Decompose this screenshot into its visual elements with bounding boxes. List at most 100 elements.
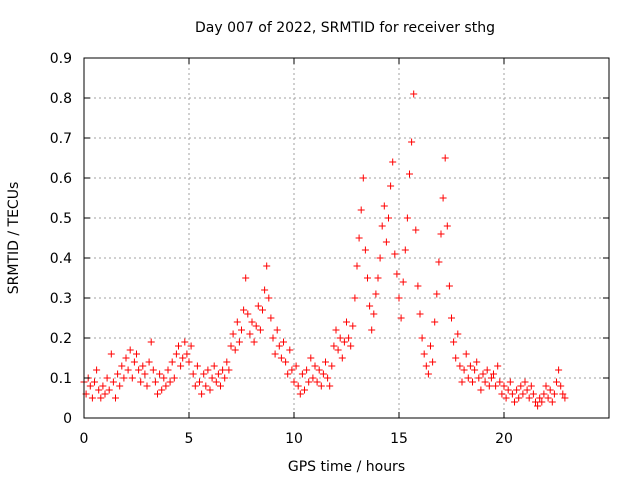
data-point [332, 326, 340, 334]
plot-frame [83, 57, 610, 419]
data-point [166, 378, 174, 386]
data-point [88, 394, 96, 402]
data-point [372, 290, 380, 298]
data-point [252, 322, 260, 330]
data-point [109, 378, 117, 386]
y-tick-label: 0.7 [50, 131, 72, 147]
data-point [397, 314, 405, 322]
data-point [420, 350, 428, 358]
y-tick-label: 0.3 [50, 291, 72, 307]
data-point [550, 390, 558, 398]
data-point [311, 362, 319, 370]
data-point [422, 362, 430, 370]
data-point [103, 374, 111, 382]
data-point [296, 390, 304, 398]
data-point [343, 318, 350, 326]
data-point [548, 398, 556, 406]
data-point [120, 374, 128, 382]
data-point [212, 378, 220, 386]
data-point [187, 342, 195, 350]
data-point [496, 378, 504, 386]
data-point [534, 402, 542, 410]
data-point [273, 326, 281, 334]
data-point [393, 270, 401, 278]
data-point [223, 358, 231, 366]
data-point [116, 382, 124, 390]
data-point [456, 362, 464, 370]
y-tick-label: 0.6 [50, 171, 72, 187]
data-point [441, 154, 449, 162]
data-point [286, 346, 294, 354]
data-point [479, 370, 487, 378]
data-point [175, 342, 182, 350]
data-point [267, 314, 275, 322]
data-point [376, 254, 384, 262]
data-point [498, 390, 506, 398]
data-point [214, 370, 222, 378]
data-point [183, 350, 191, 358]
data-point [196, 378, 203, 386]
data-point [517, 382, 525, 390]
data-point [149, 366, 157, 374]
data-point [336, 334, 344, 342]
data-point [227, 342, 235, 350]
data-point [170, 374, 178, 382]
data-point [256, 326, 264, 334]
data-point [233, 318, 241, 326]
data-point [355, 234, 363, 242]
data-point [137, 378, 145, 386]
data-point [561, 394, 569, 402]
data-point [324, 374, 332, 382]
data-point [248, 318, 256, 326]
data-point [418, 334, 426, 342]
y-tick-label: 0.9 [50, 51, 72, 67]
data-point [391, 250, 399, 258]
data-point [414, 282, 422, 290]
data-point [164, 366, 172, 374]
data-point [309, 374, 317, 382]
data-point [303, 366, 311, 374]
data-point [521, 378, 529, 386]
data-point [143, 382, 151, 390]
data-point [126, 346, 134, 354]
data-point [242, 274, 250, 282]
data-point [454, 330, 462, 338]
data-point [502, 394, 510, 402]
data-point [210, 362, 218, 370]
data-point [458, 378, 466, 386]
data-point [368, 326, 376, 334]
data-point [424, 370, 432, 378]
data-point [231, 346, 239, 354]
data-point [408, 138, 416, 146]
x-axis-label: GPS time / hours [288, 459, 405, 475]
y-tick-label: 0.1 [50, 371, 72, 387]
data-point [345, 334, 353, 342]
data-point [487, 374, 495, 382]
data-point [93, 366, 101, 374]
data-point [130, 358, 138, 366]
data-point [221, 374, 229, 382]
x-tick-label: 0 [80, 431, 89, 447]
data-point [294, 382, 302, 390]
data-point [555, 366, 563, 374]
data-point [340, 338, 348, 346]
data-point [282, 358, 290, 366]
data-point [523, 386, 531, 394]
data-point [229, 330, 237, 338]
data-point [464, 374, 472, 382]
data-point [217, 382, 224, 390]
data-point [97, 394, 105, 402]
data-point [128, 374, 136, 382]
data-point [284, 370, 292, 378]
data-point [265, 294, 273, 302]
data-point [515, 394, 523, 402]
data-point [219, 366, 227, 374]
data-point [508, 390, 516, 398]
data-point [292, 362, 300, 370]
data-point [328, 362, 336, 370]
data-point [406, 170, 413, 178]
data-point [473, 358, 481, 366]
data-point [298, 370, 306, 378]
data-point [469, 378, 476, 386]
data-point [439, 194, 447, 202]
